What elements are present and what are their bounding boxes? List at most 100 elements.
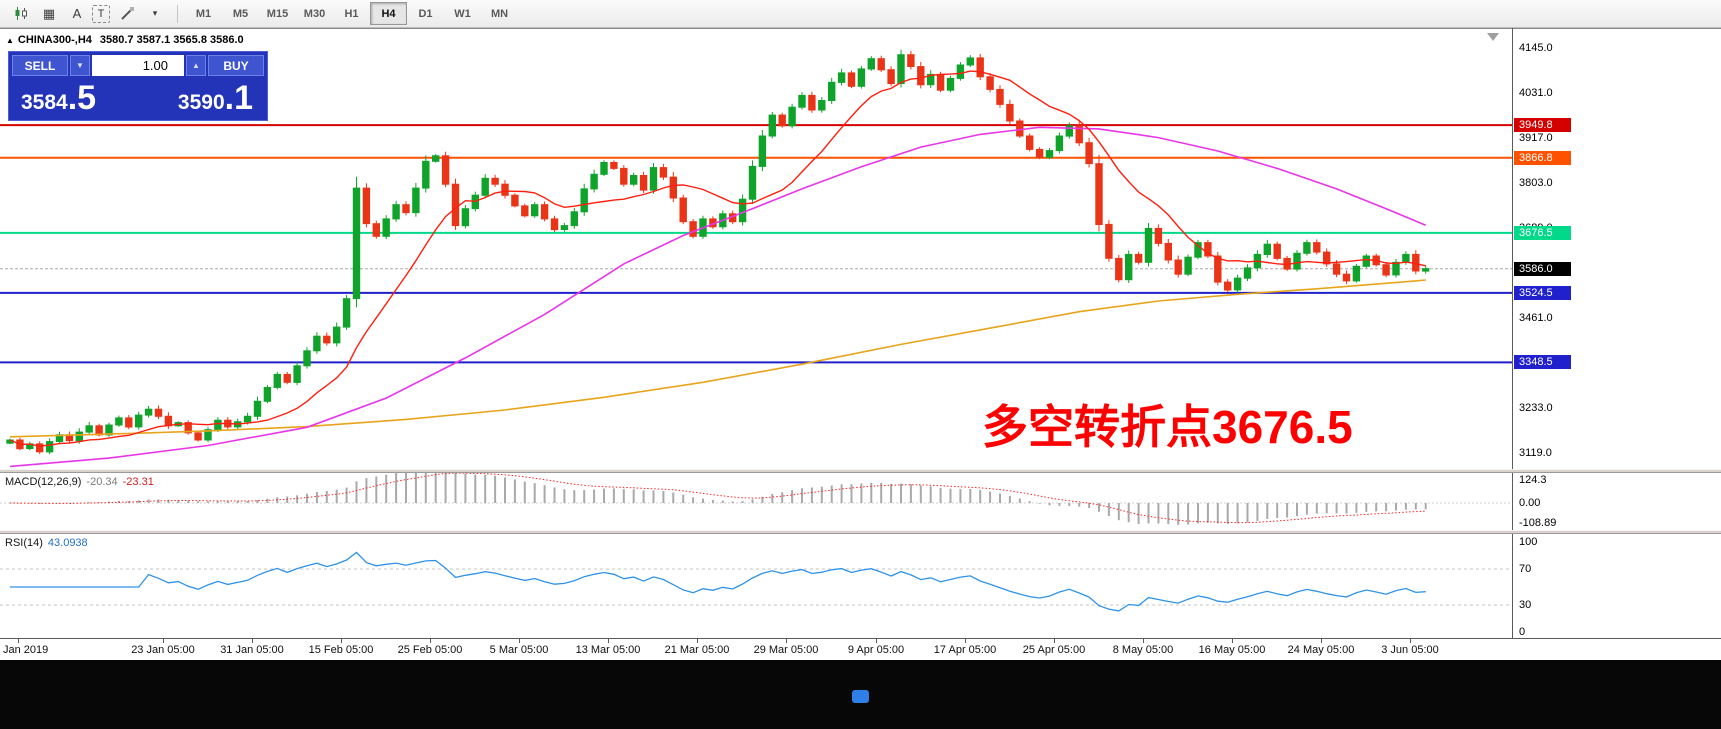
time-axis-label: 21 Mar 05:00 xyxy=(664,644,730,656)
buy-price: 3590.1 xyxy=(177,79,253,117)
time-tick xyxy=(163,639,164,643)
main-chart-panel: ▲ CHINA300-,H4 3580.7 3587.1 3565.8 3586.0… xyxy=(0,28,1512,469)
text-label-icon[interactable]: A xyxy=(72,6,82,21)
chart-shift-marker-icon xyxy=(1487,33,1499,41)
price-axis: 4145.04031.03917.03803.03689.03461.03233… xyxy=(1513,28,1721,469)
draw-tools-caret-icon[interactable]: ▾ xyxy=(152,8,158,18)
time-axis-label: 8 May 05:00 xyxy=(1112,644,1174,656)
time-axis-label: 24 May 05:00 xyxy=(1287,644,1355,656)
time-axis-label: 3 Jun 05:00 xyxy=(1381,644,1439,656)
sell-button[interactable]: SELL xyxy=(12,55,68,76)
price-axis-label: 3917.0 xyxy=(1519,132,1553,144)
level-price-label: 3524.5 xyxy=(1514,285,1571,300)
macd-panel: MACD(12,26,9) -20.34 -23.31 xyxy=(0,468,1512,530)
timeframe-m5[interactable]: M5 xyxy=(232,7,249,20)
start-button[interactable] xyxy=(852,690,869,703)
time-tick xyxy=(1054,639,1055,643)
time-axis-label: 9 Apr 05:00 xyxy=(847,644,905,656)
volume-decrease-button[interactable]: ▼ xyxy=(70,55,90,76)
timeframe-w1[interactable]: W1 xyxy=(454,7,471,20)
time-axis-label: 17 Apr 05:00 xyxy=(933,644,997,656)
timeframe-h4[interactable]: H4 xyxy=(370,2,407,25)
time-tick xyxy=(786,639,787,643)
grid-icon[interactable]: ▦ xyxy=(42,5,56,21)
time-axis-label: 31 Jan 05:00 xyxy=(220,644,284,656)
chart-type-icon[interactable] xyxy=(8,2,34,26)
symbol-name: CHINA300-,H4 xyxy=(17,34,92,46)
time-tick xyxy=(697,639,698,643)
time-tick xyxy=(1232,639,1233,643)
macd-axis-label: 124.3 xyxy=(1519,474,1547,486)
time-axis: 15 Jan 2019 23 Jan 05:00 31 Jan 05:00 15 Fe… xyxy=(0,638,1721,660)
timeframe-d1[interactable]: D1 xyxy=(418,7,433,20)
buy-button[interactable]: BUY xyxy=(208,55,264,76)
macd-axis-label: -108.89 xyxy=(1519,517,1557,529)
rsi-chart xyxy=(0,551,1512,612)
time-tick xyxy=(1321,639,1322,643)
one-click-trading-panel: SELL ▼ ▲ BUY 3584.5 3590.1 xyxy=(8,51,268,121)
timeframe-m15[interactable]: M15 xyxy=(266,7,289,20)
timeframe-m30[interactable]: M30 xyxy=(303,7,326,20)
time-axis-label: 16 May 05:00 xyxy=(1198,644,1266,656)
toolbar: ▦ A T ▾ M1 M5 M15 M30 H1 H4 D1 W1 MN xyxy=(0,0,1721,28)
time-tick xyxy=(1410,639,1411,643)
rsi-axis-label: 30 xyxy=(1519,599,1532,611)
time-axis-label: 13 Mar 05:00 xyxy=(575,644,641,656)
macd-chart xyxy=(0,468,1512,525)
price-axis-label: 3119.0 xyxy=(1519,447,1552,459)
macd-axis: 124.3 0.00 -108.89 xyxy=(1513,473,1721,530)
time-tick xyxy=(519,639,520,643)
rsi-axis: 100 70 30 0 xyxy=(1513,534,1721,638)
time-tick xyxy=(876,639,877,643)
rsi-panel: RSI(14) 43.0938 xyxy=(0,534,1512,638)
panel-splitter[interactable] xyxy=(0,469,1721,473)
axis-separator-line xyxy=(1512,28,1513,660)
price-axis-label: 4145.0 xyxy=(1519,42,1553,54)
taskbar[interactable] xyxy=(0,660,1721,729)
price-axis-label: 4031.0 xyxy=(1519,87,1553,99)
price-axis-label: 3803.0 xyxy=(1519,177,1553,189)
timeframe-h1[interactable]: H1 xyxy=(344,7,359,20)
time-tick xyxy=(608,639,609,643)
time-axis-label: 15 Feb 05:00 xyxy=(308,644,374,656)
timeframe-group: M1 M5 M15 M30 H1 H4 D1 W1 MN xyxy=(185,2,518,25)
time-tick xyxy=(430,639,431,643)
price-axis-label: 3233.0 xyxy=(1519,402,1553,414)
rsi-axis-label: 0 xyxy=(1519,626,1526,638)
level-price-label: 3866.8 xyxy=(1514,150,1571,165)
toolbar-icon-group: ▦ A T ▾ xyxy=(8,2,170,26)
time-axis-label: 5 Mar 05:00 xyxy=(489,644,549,656)
text-box-icon[interactable]: T xyxy=(92,4,110,23)
time-axis-label: 29 Mar 05:00 xyxy=(753,644,819,656)
time-axis-label: 15 Jan 2019 xyxy=(0,644,49,656)
timeframe-mn[interactable]: MN xyxy=(490,7,509,20)
rsi-axis-label: 70 xyxy=(1519,563,1532,575)
time-axis-label: 23 Jan 05:00 xyxy=(131,644,195,656)
timeframe-m1[interactable]: M1 xyxy=(195,7,212,20)
time-tick xyxy=(341,639,342,643)
symbol-ohlc-line: ▲ CHINA300-,H4 3580.7 3587.1 3565.8 3586.0 xyxy=(6,34,244,46)
volume-increase-button[interactable]: ▲ xyxy=(186,55,206,76)
time-tick xyxy=(965,639,966,643)
sell-price: 3584.5 xyxy=(21,79,97,117)
volume-input[interactable] xyxy=(92,55,184,76)
level-price-label: 3949.8 xyxy=(1514,118,1571,133)
time-tick xyxy=(18,639,19,643)
level-price-label: 3676.5 xyxy=(1514,225,1571,240)
time-tick xyxy=(1143,639,1144,643)
macd-axis-label: 0.00 xyxy=(1519,497,1541,509)
level-price-label: 3348.5 xyxy=(1514,355,1571,370)
one-click-collapse-icon[interactable]: ▲ xyxy=(6,36,14,45)
time-tick xyxy=(252,639,253,643)
candlestick-chart[interactable] xyxy=(0,29,1512,470)
price-axis-label: 3461.0 xyxy=(1519,312,1553,324)
rsi-label: RSI(14) 43.0938 xyxy=(5,537,88,549)
draw-tools-icon[interactable] xyxy=(114,2,140,26)
time-axis-label: 25 Apr 05:00 xyxy=(1022,644,1086,656)
time-axis-label: 25 Feb 05:00 xyxy=(397,644,463,656)
rsi-axis-label: 100 xyxy=(1519,536,1538,548)
panel-splitter[interactable] xyxy=(0,530,1721,534)
macd-label: MACD(12,26,9) -20.34 -23.31 xyxy=(5,476,154,488)
current-price-label: 3586.0 xyxy=(1514,261,1571,276)
